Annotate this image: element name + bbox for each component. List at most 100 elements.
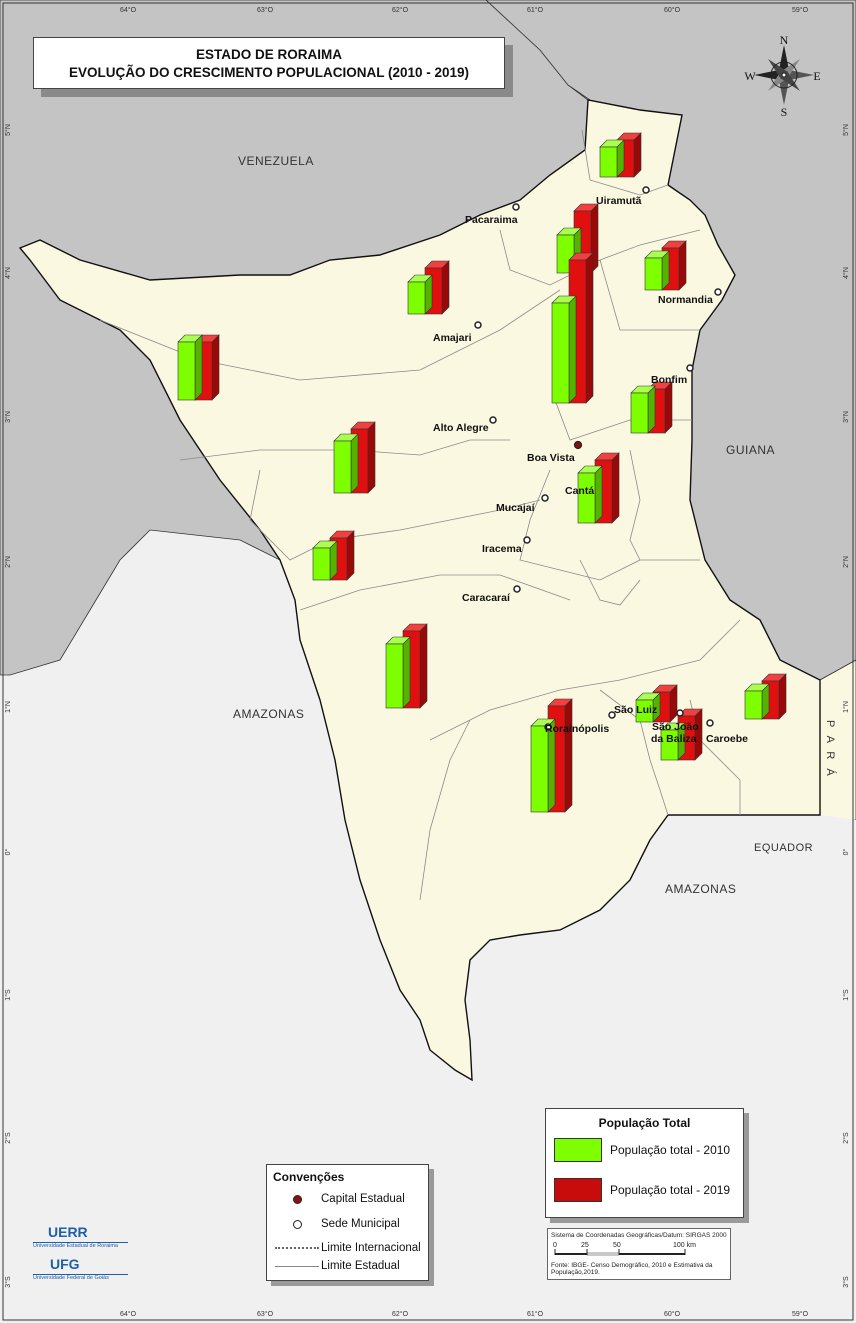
longitude-labels-bottom: 64°O 63°O 62°O 61°O 60°O 59°O (120, 1310, 809, 1318)
label-venezuela: VENEZUELA (238, 154, 314, 168)
lat-label-right: 3°S (842, 1276, 850, 1288)
lon-label-top: 64°O (120, 6, 137, 14)
conv-label-capital: Capital Estadual (321, 1193, 405, 1205)
lon-label-top: 61°O (527, 6, 544, 14)
population-legend-title: População Total (598, 1116, 691, 1130)
conv-label-limite-est: Limite Estadual (321, 1260, 400, 1272)
compass-n: N (780, 33, 789, 47)
city-bonfim: Bonfim (651, 374, 687, 386)
marker-bonfim (686, 364, 694, 372)
lat-label-right: 3°N (842, 411, 850, 423)
lon-label-top: 60°O (664, 6, 681, 14)
compass-s: S (781, 105, 788, 119)
city-iracema: Iracema (482, 543, 522, 555)
marker-mucajai (541, 494, 549, 502)
scale-source-box: Sistema de Coordenadas Geográficas/Datum… (547, 1228, 731, 1280)
bar-2010-normandia (644, 250, 670, 291)
international-limit-line-icon (275, 1247, 319, 1249)
conv-label-limite-int: Limite Internacional (321, 1242, 421, 1254)
lat-label-right: 0° (842, 848, 850, 855)
marker-sao-joao-baliza (676, 709, 684, 717)
population-legend: População Total População total - 2010 P… (545, 1108, 744, 1218)
latitude-labels-left: 5°N 4°N 3°N 2°N 1°N 0° 1°S 2°S 3°S (4, 124, 12, 1288)
city-caracarai: Caracaraí (462, 592, 511, 604)
map-title-box: ESTADO DE RORAIMA EVOLUÇÃO DO CRESCIMENT… (33, 37, 505, 89)
marker-sao-luiz (608, 711, 616, 719)
conv-row-sede: Sede Municipal (273, 1216, 400, 1232)
conventions-legend: Convenções Capital Estadual Sede Municip… (266, 1164, 429, 1281)
conv-row-capital: Capital Estadual (273, 1191, 405, 1207)
lat-label-left: 2°N (4, 556, 12, 568)
longitude-labels-top: 64°O 63°O 62°O 61°O 60°O 59°O (120, 6, 809, 14)
marker-rorainopolis (544, 723, 552, 731)
swatch-2019 (554, 1178, 602, 1202)
bar-2010-boa-vista (551, 295, 577, 404)
ufg-full-block: Universidade Federal de Goiás (33, 1274, 128, 1281)
label-guiana: GUIANA (726, 443, 775, 457)
bar-2010-sao-joao-baliza (660, 722, 686, 761)
roraima-state (18, 99, 821, 1082)
legend-row-2019: População total - 2019 (554, 1177, 730, 1203)
lat-label-left: 3°N (4, 411, 12, 423)
lon-label-top: 62°O (392, 6, 409, 14)
source-text: Fonte: IBGE- Censo Demográfico, 2010 e E… (551, 1262, 713, 1276)
bar-2010-bonfim (630, 385, 656, 434)
city-rorainopolis: Rorainópolis (545, 723, 609, 735)
lat-label-left: 1°S (4, 989, 12, 1001)
label-equador: EQUADOR (754, 842, 813, 854)
lat-label-right: 2°N (842, 556, 850, 568)
ufg-name: UFG (50, 1256, 80, 1272)
lat-label-right: 4°N (842, 267, 850, 279)
bar-2010-rorainopolis (530, 718, 556, 813)
bar-2010-canta (577, 465, 603, 524)
lon-label-bottom: 63°O (257, 1310, 274, 1318)
uerr-name: UERR (48, 1224, 88, 1240)
conventions-title: Convenções (273, 1170, 345, 1184)
scale-tick-100: 100 km (673, 1242, 696, 1249)
city-pacaraima: Pacaraima (465, 214, 518, 226)
city-canta: Cantá (565, 485, 594, 497)
city-amajari: Amajari (433, 332, 472, 344)
bar-2010-amajari (407, 274, 433, 315)
scale-tick-25: 25 (581, 1242, 589, 1249)
state-limit-line-icon (275, 1265, 319, 1267)
lon-label-bottom: 62°O (392, 1310, 409, 1318)
label-amazonas-south: AMAZONAS (665, 882, 736, 896)
lat-label-left: 4°N (4, 267, 12, 279)
lon-label-bottom: 59°O (792, 1310, 809, 1318)
conv-row-limite-est: Limite Estadual (273, 1258, 400, 1274)
bar-2010-iracema (385, 636, 411, 709)
lat-label-left: 2°S (4, 1132, 12, 1144)
label-amazonas-west: AMAZONAS (233, 707, 304, 721)
legend-label-2019: População total - 2019 (610, 1183, 731, 1197)
bar-2010-alto-alegre-west (177, 334, 203, 401)
map-title-line1: ESTADO DE RORAIMA (195, 47, 342, 62)
marker-boa-vista-capital (573, 440, 583, 450)
lat-label-left: 5°N (4, 124, 12, 136)
marker-normandia (714, 288, 722, 296)
lat-label-right: 5°N (842, 124, 850, 136)
population-bars (177, 132, 787, 813)
bar-2010-alto-alegre (333, 433, 359, 494)
lon-label-top: 59°O (792, 6, 809, 14)
city-boa-vista: Boa Vista (527, 452, 575, 464)
lat-label-right: 2°S (842, 1132, 850, 1144)
crs-text: Sistema de Coordenadas Geográficas/Datum… (551, 1232, 727, 1239)
lon-label-bottom: 64°O (120, 1310, 137, 1318)
lon-label-bottom: 60°O (664, 1310, 681, 1318)
lat-label-left: 0° (4, 848, 12, 855)
marker-iracema (523, 536, 531, 544)
bar-2010-uiramuta (599, 139, 625, 178)
city-normandia: Normandia (658, 294, 713, 306)
city-sao-joao-line1: São João (652, 721, 699, 733)
compass-w: W (744, 69, 756, 83)
ufg-full-name: Universidade Federal de Goiás (33, 1275, 109, 1281)
scale-tick-50: 50 (613, 1242, 621, 1249)
marker-amajari (474, 321, 482, 329)
marker-alto-alegre (489, 416, 497, 424)
lat-label-right: 1°S (842, 989, 850, 1001)
bar-2010-caracarai-south (744, 683, 770, 720)
sede-symbol-icon (292, 1219, 302, 1229)
scale-bar: 0 25 50 100 km (553, 1242, 696, 1256)
bar-2010-sao-luiz (635, 692, 661, 723)
